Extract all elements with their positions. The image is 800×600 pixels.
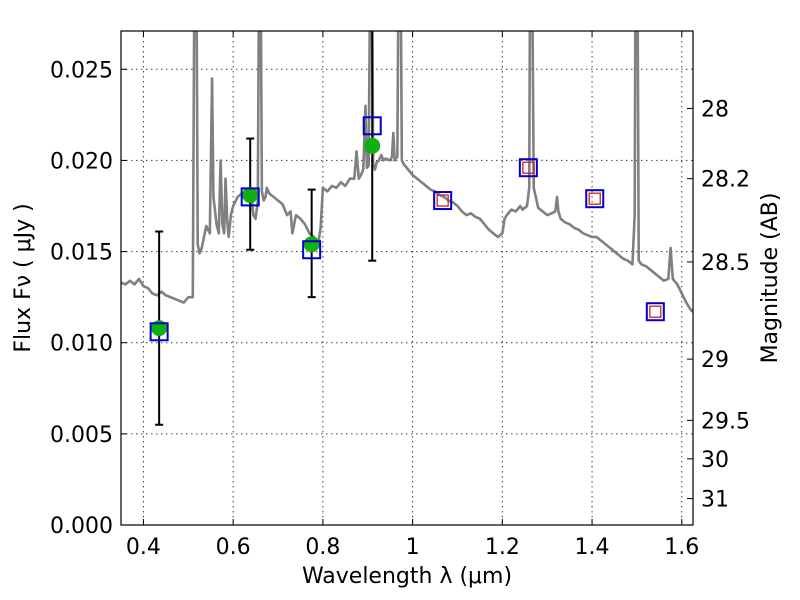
error-bars [155, 31, 377, 426]
grid [121, 31, 693, 526]
y-tick-label: 0.015 [50, 241, 113, 266]
x-tick-label: 1.2 [485, 535, 520, 560]
predicted-flux-square [588, 192, 601, 205]
model-flux-square [433, 191, 453, 211]
right-tick-label: 29 [701, 348, 729, 373]
spectrum-line [121, 31, 693, 313]
predicted-flux-square [522, 161, 535, 174]
right-axis-label: Magnitude (AB) [758, 193, 783, 364]
measured-flux-point [364, 137, 381, 154]
measured-flux-point [303, 236, 320, 253]
model-flux-square [240, 187, 260, 207]
model-flux-square [645, 302, 665, 322]
model-flux-square [362, 116, 382, 136]
y-tick-label: 0.020 [50, 149, 113, 174]
predicted-flux-square [649, 305, 662, 318]
right-tick-label: 28 [701, 97, 729, 122]
model-spectrum [121, 31, 693, 313]
y-axis-label: Flux Fν ( μJy ) [11, 203, 36, 352]
x-tick-label: 0.4 [126, 535, 161, 560]
tick-labels: 0.4 0.6 0.8 1 1.2 1.4 1.6 0.000 0.005 0.010 0.015 0… [50, 58, 750, 560]
plot-frame [120, 30, 694, 526]
x-tick-label: 1 [406, 535, 420, 560]
model-flux-square [149, 322, 169, 342]
predicted-flux-square [436, 194, 449, 207]
right-tick-label: 28.5 [701, 251, 750, 276]
right-tick-label: 29.5 [701, 409, 750, 434]
model-flux-square [585, 189, 605, 209]
model-flux-square [302, 240, 322, 260]
x-tick-label: 0.6 [216, 535, 251, 560]
x-tick-label: 0.8 [305, 535, 340, 560]
y-tick-label: 0.010 [50, 332, 113, 357]
x-tick-label: 1.4 [575, 535, 610, 560]
x-axis-label: Wavelength λ (μm) [302, 564, 512, 589]
model-flux-square [518, 158, 538, 178]
right-tick-label: 30 [701, 448, 729, 473]
right-tick-label: 31 [701, 488, 729, 513]
y-tick-label: 0.025 [50, 58, 113, 83]
y-tick-label: 0.000 [50, 514, 113, 539]
ticks [121, 31, 693, 526]
measured-flux-point [242, 187, 259, 204]
photometry-markers [149, 116, 665, 342]
x-tick-label: 1.6 [664, 535, 699, 560]
y-tick-label: 0.005 [50, 423, 113, 448]
right-tick-label: 28.2 [701, 168, 750, 193]
